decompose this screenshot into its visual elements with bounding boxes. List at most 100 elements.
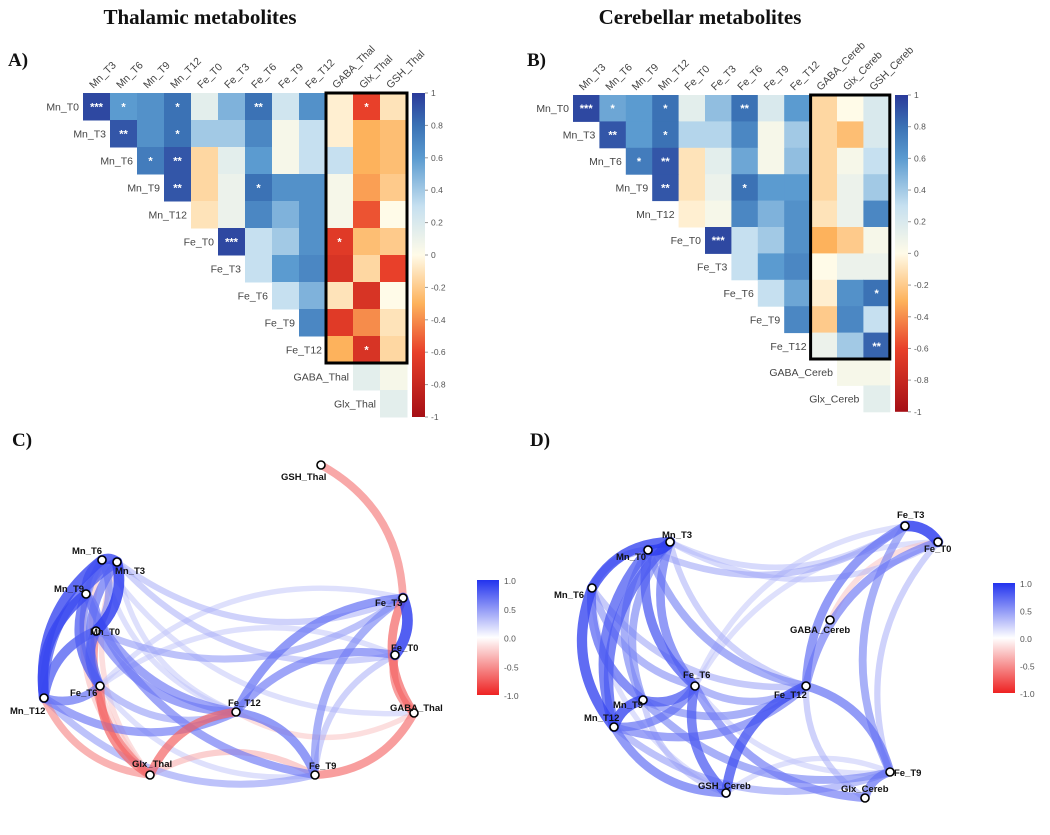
network-edge — [97, 683, 318, 780]
colorbar-tick-label: 0 — [431, 250, 436, 260]
heatmap-cell — [326, 336, 354, 364]
heatmap-cell — [810, 95, 838, 122]
column-label: Fe_T3 — [709, 63, 739, 93]
colorbar-tick-label: 1.0 — [504, 576, 516, 586]
colorbar-tick-label: 0.5 — [1020, 607, 1032, 617]
significance-mark: * — [175, 129, 180, 141]
node-label: Glx_Thal — [132, 759, 172, 770]
heatmap-cell — [218, 228, 246, 256]
significance-mark: ** — [119, 129, 128, 141]
heatmap-cell — [837, 332, 864, 360]
heatmap-cell — [837, 359, 864, 386]
panel-label-c: C) — [12, 430, 32, 451]
heatmap-cell — [863, 200, 891, 228]
heatmap-cell — [299, 282, 327, 310]
heatmap-cell — [299, 93, 327, 121]
row-label: Mn_T9 — [616, 182, 649, 194]
title-cerebellar: Cerebellar metabolites — [599, 5, 802, 29]
row-label: Fe_T9 — [265, 318, 296, 330]
node-label: Mn_T9 — [54, 584, 84, 595]
colorbar-tick-label: -0.5 — [504, 662, 519, 672]
heatmap-cell — [837, 121, 864, 149]
heatmap-cell — [784, 279, 812, 307]
heatmap-cell — [380, 93, 408, 121]
column-label: Mn_T9 — [630, 61, 662, 93]
colorbar-tick-label: -0.4 — [914, 312, 929, 322]
heatmap-cell — [110, 120, 138, 148]
heatmap-cell — [353, 255, 381, 283]
heatmap-cell — [326, 120, 354, 148]
colorbar-tick-label: 0.2 — [431, 218, 443, 228]
highlight-box — [809, 93, 892, 361]
significance-mark: *** — [580, 103, 594, 115]
heatmap-cell — [837, 174, 864, 202]
significance-mark: * — [337, 237, 342, 249]
heatmap-cell — [784, 95, 812, 122]
colorbar-tick-label: -0.4 — [431, 315, 446, 325]
heatmap-cell — [353, 228, 381, 256]
node-label: GSH_Cereb — [698, 781, 751, 792]
significance-mark: * — [663, 130, 668, 142]
colorbar-tick-label: -0.6 — [431, 347, 446, 357]
colorbar-tick-label: 1.0 — [1020, 579, 1032, 589]
network-node — [587, 583, 597, 593]
network-edge — [97, 585, 406, 689]
network-thalamic: Mn_T0 Mn_T3 Mn_T6 Mn_T9 Mn_T12 Fe_T0 Fe_T3 Fe_T… — [10, 460, 519, 788]
node-label: GABA_Thal — [390, 703, 443, 714]
network-edge — [40, 694, 319, 788]
network-node — [885, 767, 895, 777]
column-label: Fe_T9 — [276, 61, 306, 91]
title-thalamic: Thalamic metabolites — [103, 5, 296, 29]
network-node — [95, 681, 105, 691]
significance-mark: * — [663, 103, 668, 115]
heatmap-cell — [380, 120, 408, 148]
heatmap-cell — [678, 95, 706, 122]
row-label: GABA_Cereb — [769, 367, 833, 379]
heatmap-cell — [110, 93, 138, 121]
node-label: Mn_T3 — [115, 566, 145, 577]
heatmap-cell — [705, 174, 732, 202]
network-node — [112, 557, 122, 567]
row-label: Mn_T6 — [100, 156, 133, 168]
row-label: Fe_T3 — [211, 264, 242, 276]
heatmap-cell — [326, 147, 354, 175]
significance-mark: ** — [661, 182, 670, 194]
colorbar — [412, 93, 425, 417]
heatmap-cell — [678, 174, 706, 202]
heatmap-cell — [380, 255, 408, 283]
network-edge — [95, 681, 155, 780]
heatmap-cell — [810, 121, 838, 149]
heatmap-cell — [705, 200, 732, 228]
node-label: Fe_T9 — [894, 768, 921, 779]
colorbar-tick-label: 0.4 — [914, 185, 926, 195]
colorbar-tick-label: -0.8 — [914, 375, 929, 385]
column-label: Mn_T6 — [603, 61, 635, 93]
heatmap-cell — [757, 174, 785, 202]
heatmap-cell — [191, 120, 219, 148]
heatmap-cell — [299, 120, 327, 148]
heatmap-cell — [837, 147, 864, 175]
heatmap-cell — [353, 201, 381, 229]
heatmap-cell — [218, 120, 246, 148]
colorbar-tick-label: 0.8 — [914, 122, 926, 132]
heatmap-cell — [380, 174, 408, 202]
significance-mark: * — [742, 182, 747, 194]
colorbar-tick-label: 0 — [914, 248, 919, 258]
heatmap-cell — [245, 147, 273, 175]
node-label: Fe_T12 — [228, 698, 261, 709]
heatmap-cell — [810, 174, 838, 202]
colorbar-tick-label: -0.2 — [431, 282, 446, 292]
significance-mark: * — [364, 345, 369, 357]
network-node — [409, 708, 419, 718]
heatmap-cell — [810, 279, 838, 307]
column-label: Mn_T6 — [114, 59, 146, 91]
heatmap-cell — [353, 147, 381, 175]
heatmap-cerebellar: *** * * **** ** **** *******Mn_T0Mn_T3Mn_T6Mn_… — [536, 40, 929, 417]
heatmap-cell — [191, 147, 219, 175]
network-node — [390, 650, 400, 660]
heatmap-cell — [245, 174, 273, 202]
network-edge — [639, 696, 730, 797]
network-edge — [145, 707, 241, 780]
heatmap-cell — [191, 201, 219, 229]
heatmap-cell — [299, 255, 327, 283]
